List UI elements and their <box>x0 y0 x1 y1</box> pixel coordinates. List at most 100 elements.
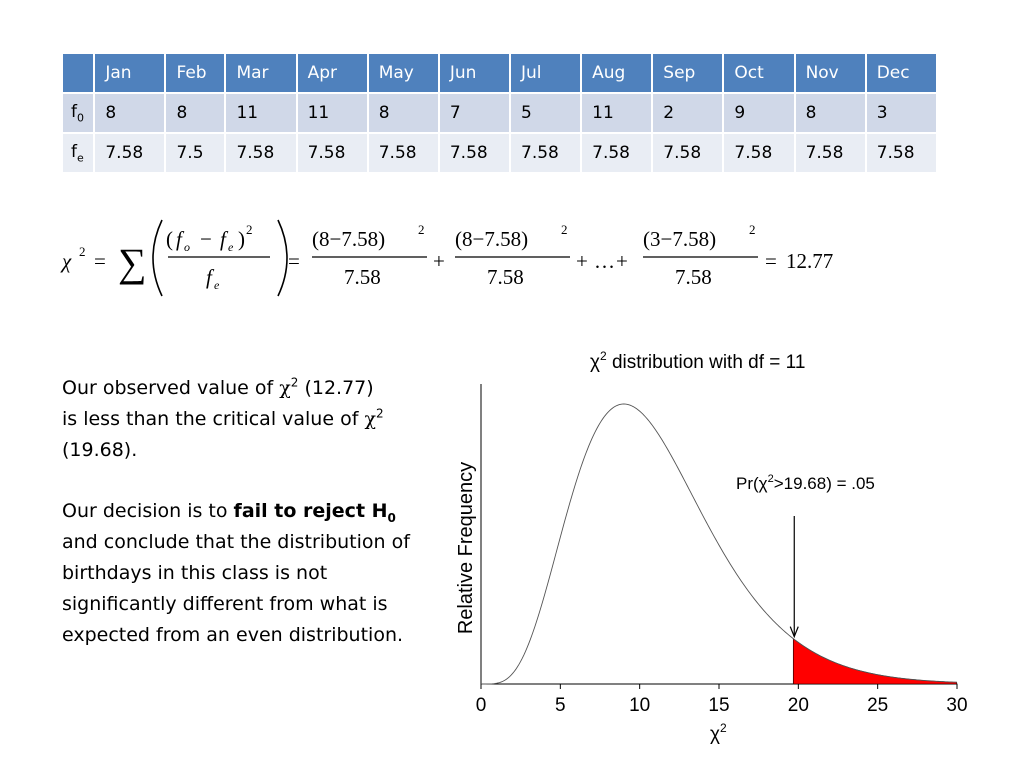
table-cell: 7.58 <box>866 134 936 172</box>
formula-den-fe-sub: e <box>214 278 220 292</box>
formula-fo: f <box>176 227 185 251</box>
month-header-dec: Dec <box>866 54 936 92</box>
month-header-nov: Nov <box>795 54 865 92</box>
row-header: fe <box>63 134 94 172</box>
table-cell: 7.58 <box>439 134 509 172</box>
x-tick-label: 0 <box>476 695 487 716</box>
term2-exp: 2 <box>561 222 568 237</box>
term3-exp: 2 <box>749 222 756 237</box>
p1-part-a: Our observed value of <box>62 377 280 399</box>
table-cell: 7 <box>439 94 509 132</box>
formula-sum-sign: ∑ <box>118 240 147 285</box>
month-header-sep: Sep <box>653 54 723 92</box>
month-header-aug: Aug <box>582 54 652 92</box>
chi-exponent: 2 <box>375 406 384 421</box>
formula-left-paren <box>152 219 163 297</box>
formula-eq-1: = <box>94 249 106 273</box>
tail-probability-annotation: Pr(χ2>19.68) = .05 <box>736 473 875 493</box>
month-header-may: May <box>368 54 438 92</box>
month-header-mar: Mar <box>226 54 296 92</box>
x-tick-label: 25 <box>867 695 888 716</box>
chi-square-formula: χ 2 = ∑ ( f o − f e ) 2 f e = (8−7.58) 2… <box>60 212 860 304</box>
x-tick-label: 30 <box>946 695 967 716</box>
formula-chi: χ <box>60 249 72 273</box>
term3-numerator: (3−7.58) <box>643 227 716 251</box>
month-header-oct: Oct <box>724 54 794 92</box>
chart-title-sup: 2 <box>600 349 607 363</box>
x-tick-label: 5 <box>555 695 566 716</box>
chart-title-chi: χ <box>590 352 600 373</box>
p1-part-d: (19.68). <box>62 439 138 461</box>
table-cell: 7.58 <box>724 134 794 172</box>
x-axis-label-sup: 2 <box>720 721 727 735</box>
row-header: f0 <box>63 94 94 132</box>
table-header-row: Jan Feb Mar Apr May Jun Jul Aug Sep Oct Nov Dec <box>63 54 936 92</box>
x-tick-label: 20 <box>788 695 809 716</box>
formula-ellipsis: … <box>594 249 615 273</box>
annotation-pre: Pr( <box>736 474 759 493</box>
formula-paren-close: ) <box>238 227 245 251</box>
rejection-region <box>792 637 958 685</box>
formula-paren-open: ( <box>166 227 173 251</box>
formula-eq-3: = <box>765 249 777 273</box>
term2-denominator: 7.58 <box>487 265 524 289</box>
chart-title: χ2 distribution with df = 11 <box>590 349 805 373</box>
decision-paragraph: Our decision is to fail to reject H0 and… <box>62 496 422 651</box>
month-header-apr: Apr <box>297 54 367 92</box>
row-header-label: f <box>71 101 77 122</box>
table-row: fe 7.58 7.5 7.58 7.58 7.58 7.58 7.58 7.58 7.58 7.5… <box>63 134 936 172</box>
chi-exponent: 2 <box>290 375 299 390</box>
row-header-label: f <box>71 141 77 162</box>
formula-minus: − <box>200 227 212 251</box>
table-cell: 8 <box>795 94 865 132</box>
row-header-subscript: e <box>77 151 84 165</box>
table-cell: 7.5 <box>166 134 225 172</box>
p1-part-b: (12.77) <box>298 377 374 399</box>
month-header-jun: Jun <box>439 54 509 92</box>
chart-title-rest: distribution with df = 11 <box>607 352 806 373</box>
table-cell: 7.58 <box>511 134 581 172</box>
table-cell: 8 <box>368 94 438 132</box>
term3-denominator: 7.58 <box>675 265 712 289</box>
term1-denominator: 7.58 <box>344 265 381 289</box>
formula-num-exp: 2 <box>246 222 253 237</box>
p2-part-b: and conclude that the distribution of bi… <box>62 531 410 646</box>
plot-area: 0 5 10 15 20 25 30 <box>476 384 968 716</box>
formula-plus-2: + <box>576 249 588 273</box>
observed-vs-critical-paragraph: Our observed value of χ2 (12.77) is less… <box>62 373 422 466</box>
term1-numerator: (8−7.58) <box>312 227 385 251</box>
density-curve <box>481 403 958 685</box>
chi-symbol: χ <box>364 408 376 430</box>
chi-symbol: χ <box>279 377 291 399</box>
x-axis-label-chi: χ <box>710 724 720 745</box>
h0-subscript: 0 <box>387 510 396 525</box>
table-cell: 5 <box>511 94 581 132</box>
annotation-sup: 2 <box>768 473 774 485</box>
chi-square-chart: χ2 distribution with df = 11 Relative Fr… <box>440 338 1000 758</box>
formula-result: 12.77 <box>786 249 833 273</box>
table-cell: 9 <box>724 94 794 132</box>
table-cell: 2 <box>653 94 723 132</box>
table-cell: 7.58 <box>297 134 367 172</box>
table-cell: 7.58 <box>368 134 438 172</box>
table-cell: 3 <box>866 94 936 132</box>
term2-numerator: (8−7.58) <box>455 227 528 251</box>
x-tick-label: 15 <box>708 695 729 716</box>
x-tick-label: 10 <box>629 695 650 716</box>
formula-right-paren <box>277 219 288 297</box>
annotation-chi: χ <box>759 474 768 493</box>
formula-plus-3: + <box>616 249 628 273</box>
formula-fe: f <box>220 227 229 251</box>
table-cell: 7.58 <box>95 134 165 172</box>
term1-exp: 2 <box>418 222 425 237</box>
x-axis-label: χ2 <box>710 721 727 745</box>
p1-part-c: is less than the critical value of <box>62 408 365 430</box>
formula-fe-sub: e <box>228 240 234 254</box>
decision-bold-text: fail to reject H <box>233 500 388 522</box>
month-header-jan: Jan <box>95 54 165 92</box>
month-header-jul: Jul <box>511 54 581 92</box>
table-cell: 7.58 <box>795 134 865 172</box>
table-cell: 7.58 <box>653 134 723 172</box>
formula-den-fe: f <box>206 265 215 289</box>
table-cell: 7.58 <box>582 134 652 172</box>
